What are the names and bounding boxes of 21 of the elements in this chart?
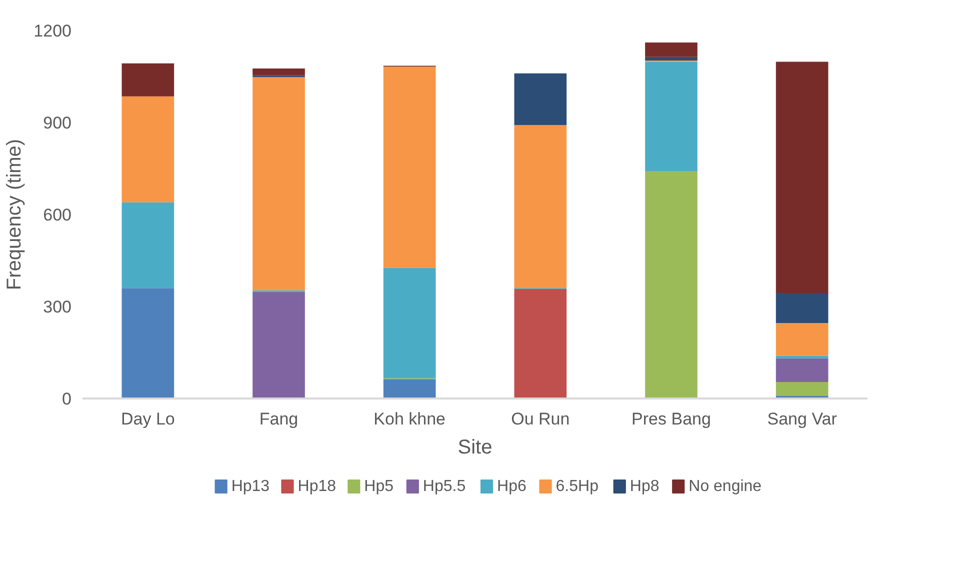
legend-label: No engine	[688, 478, 762, 495]
y-tick-label: 300	[43, 298, 72, 316]
y-tick-label: 900	[43, 114, 72, 132]
legend-label: Hp18	[298, 478, 336, 495]
y-tick-label: 600	[43, 206, 72, 224]
legend-label: Hp5.5	[422, 478, 466, 495]
legend-label: 6.5Hp	[556, 478, 599, 495]
x-axis-title: Site	[458, 436, 492, 458]
x-tick-label: Day Lo	[120, 410, 175, 428]
y-tick-label: 0	[62, 390, 72, 408]
x-tick-label: Koh khne	[374, 410, 446, 428]
legend-label: Hp6	[497, 478, 526, 495]
legend-label: Hp8	[630, 478, 660, 495]
legend-label: Hp5	[364, 478, 394, 495]
x-tick-label: Ou Run	[511, 410, 570, 428]
y-tick-label: 1200	[34, 22, 72, 40]
x-tick-label: Pres Bang	[632, 410, 711, 428]
y-axis-title: Frequency (time)	[4, 138, 26, 290]
x-tick-label: Sang Var	[767, 410, 838, 428]
x-tick-label: Fang	[259, 410, 298, 428]
legend-label: Hp13	[231, 478, 270, 495]
